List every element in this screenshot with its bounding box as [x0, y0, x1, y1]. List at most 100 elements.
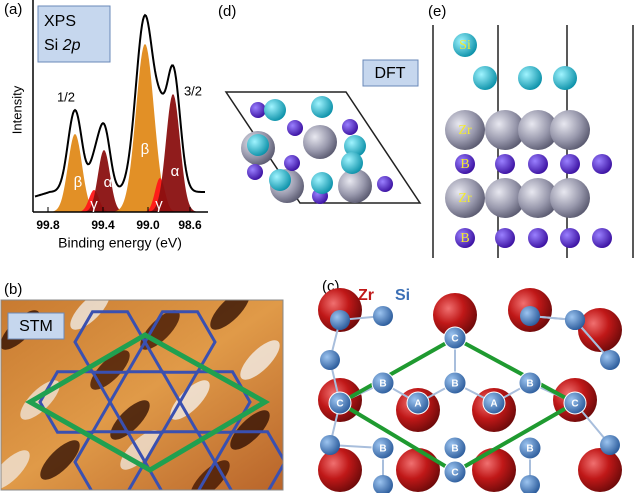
b-atom: [455, 228, 475, 248]
zr-atom: [485, 178, 525, 218]
stm-feature: [1, 450, 30, 490]
atom-label: Zr: [458, 191, 472, 206]
stm-hexagon: [213, 430, 283, 490]
b-atom: [250, 102, 266, 118]
si-atom: [600, 435, 620, 455]
si-site: [518, 371, 542, 395]
component-label: γ: [155, 196, 163, 213]
zr-atom: [445, 178, 485, 218]
si-atom: [520, 306, 540, 326]
b-atom: [455, 154, 475, 174]
b-atom: [495, 154, 515, 174]
si-site: [482, 391, 506, 415]
si-atom: [520, 475, 540, 493]
component-peak: [115, 44, 175, 212]
si-atom: [269, 169, 291, 191]
component-peak: [74, 150, 134, 212]
dft-label-box: [362, 59, 419, 87]
b-atom: [342, 119, 358, 135]
zr-atom: [318, 448, 362, 492]
si-atom: [311, 172, 333, 194]
stm-hexagon: [73, 430, 147, 490]
si-atom: [565, 310, 585, 330]
component-label: α: [171, 163, 180, 180]
zr-atom: [485, 110, 525, 150]
component-label: β: [74, 174, 83, 191]
si-atom: [341, 152, 363, 174]
site-label: C: [451, 334, 458, 345]
side-view-panel: (e) Si Zr B Zr B: [428, 3, 634, 258]
si-atom: [600, 350, 620, 370]
peak-label: 3/2: [184, 83, 202, 98]
peak-label: 1/2: [57, 89, 75, 104]
panel-label: (a): [4, 1, 22, 18]
stm-feature: [230, 410, 270, 450]
zr-atom: [518, 178, 558, 218]
site-label: C: [336, 399, 343, 410]
stm-frame: [0, 299, 284, 491]
atom-label: Zr: [458, 123, 472, 138]
si-atom: [320, 435, 340, 455]
b-atom: [560, 228, 580, 248]
si-site: [443, 436, 467, 460]
si-site: [563, 391, 587, 415]
site-label: A: [414, 399, 421, 410]
b-atom: [592, 228, 612, 248]
b-atom: [495, 228, 515, 248]
si-atom: [373, 306, 393, 326]
xps-panel: 99.8 99.4 99.0 98.6 Binding energy (eV) Inten…: [4, 0, 208, 251]
si-site: [328, 391, 352, 415]
site-label: B: [451, 379, 458, 390]
y-axis-title: Intensity: [9, 85, 24, 134]
stm-hexagon: [143, 430, 217, 490]
si-site: [443, 371, 467, 395]
stm-panel: STM (b): [0, 281, 284, 491]
si-atom: [311, 96, 333, 118]
si-atom: [518, 66, 542, 90]
component-label: α: [104, 174, 113, 191]
zr-atom: [550, 178, 590, 218]
subtitle-italic: 2p: [62, 37, 81, 54]
site-label: A: [490, 399, 497, 410]
atom-label: Si: [459, 38, 471, 53]
legend-si: Si: [395, 287, 410, 304]
legend-zr: Zr: [358, 287, 374, 304]
component-label: γ: [90, 196, 98, 213]
zr-atom: [578, 448, 622, 492]
xps-title: XPS: [44, 13, 76, 30]
zr-atom: [550, 110, 590, 150]
zr-atom: [445, 110, 485, 150]
zr-atom: [433, 293, 477, 337]
si-atom: [553, 66, 577, 90]
title-box: [37, 5, 111, 63]
panel-label: (d): [218, 3, 236, 20]
x-tick-label: 98.6: [178, 218, 202, 232]
subtitle-text: Si: [44, 37, 63, 54]
panel-label: (e): [428, 3, 446, 20]
stm-label-box: [7, 312, 65, 340]
site-label: B: [526, 444, 533, 455]
si-site: [371, 371, 395, 395]
b-atom: [284, 155, 300, 171]
site-label: C: [451, 468, 458, 479]
site-label: C: [571, 399, 578, 410]
si-atom: [344, 135, 366, 157]
stm-feature: [40, 440, 80, 480]
si-site: [518, 436, 542, 460]
panel-label: (b): [4, 281, 22, 298]
si-atom: [473, 66, 497, 90]
b-atom: [247, 164, 263, 180]
si-site: [443, 460, 467, 484]
component-peak: [45, 134, 105, 212]
b-atom: [287, 120, 303, 136]
zr-atom: [472, 448, 516, 492]
component-label: β: [141, 141, 150, 158]
x-tick-label: 99.0: [136, 218, 160, 232]
dft-label: DFT: [374, 65, 405, 82]
site-label: B: [451, 444, 458, 455]
si-atom: [330, 310, 350, 330]
stm-feature: [110, 400, 150, 440]
si-atom: [320, 350, 340, 370]
si-atom: [247, 134, 269, 156]
